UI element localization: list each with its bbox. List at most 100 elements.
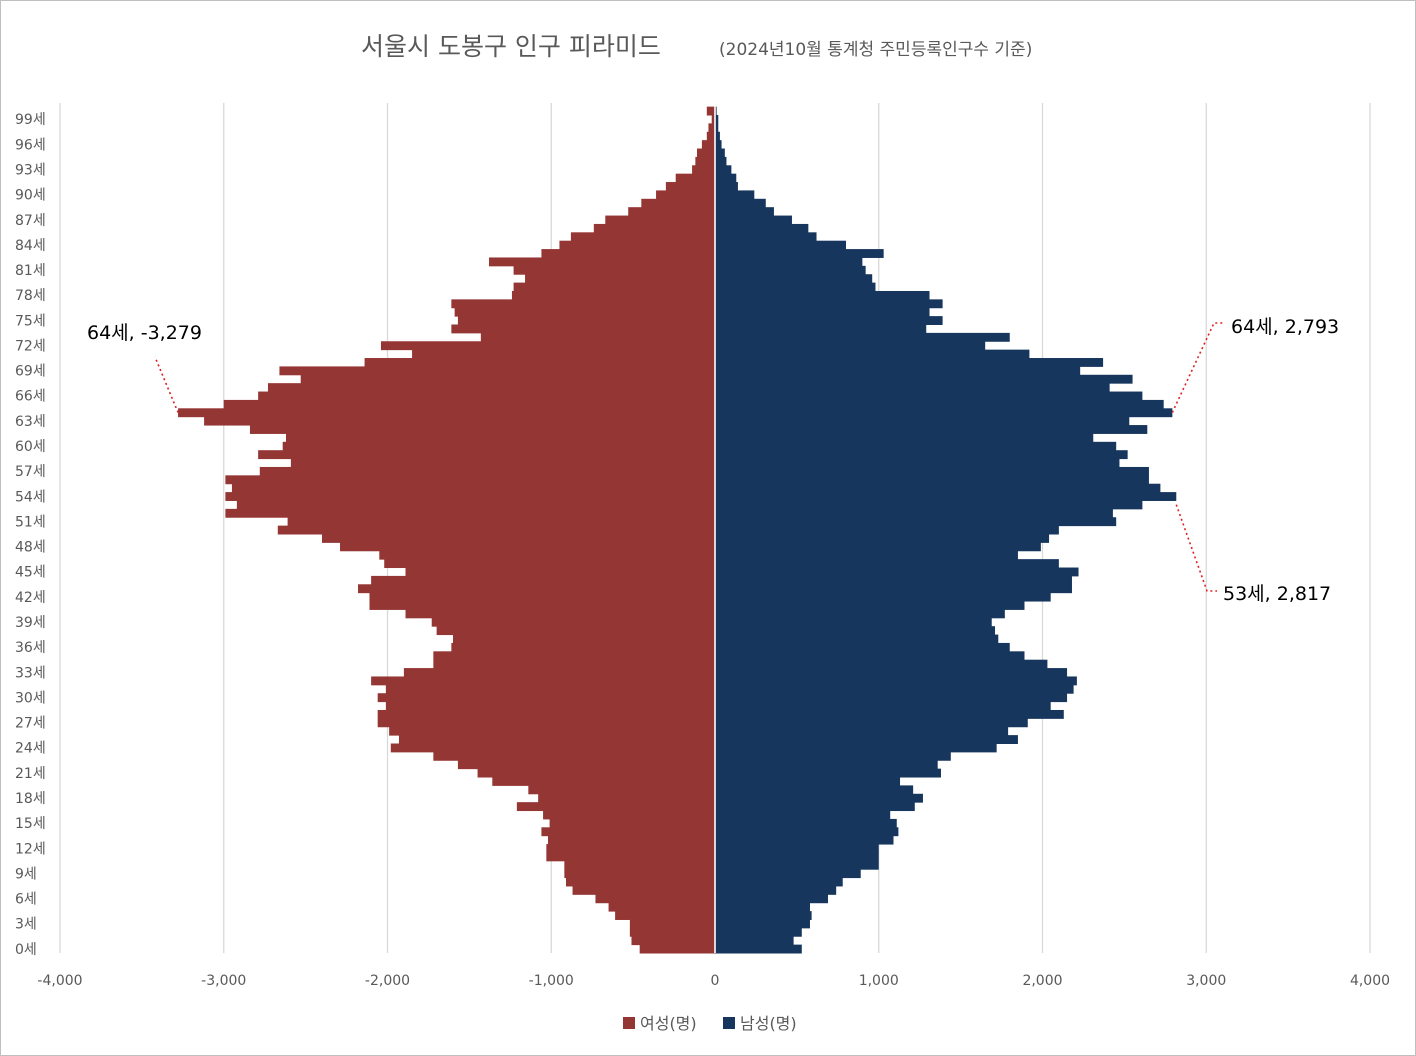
male-bar <box>715 115 719 124</box>
male-bar <box>715 198 766 208</box>
legend-swatch <box>623 1017 635 1029</box>
male-bar <box>715 793 923 803</box>
female-bar <box>433 659 715 669</box>
x-tick-label: 4,000 <box>1350 973 1390 989</box>
male-bar <box>715 525 1059 535</box>
female-bar <box>225 508 715 518</box>
y-tick-label: 45세 <box>15 565 46 581</box>
female-bar <box>433 651 715 661</box>
male-bar <box>715 148 725 158</box>
x-tick-label: -2,000 <box>365 973 410 989</box>
y-tick-label: 24세 <box>15 741 46 757</box>
female-bar <box>706 131 715 141</box>
male-bar <box>715 609 1005 619</box>
y-tick-label: 78세 <box>15 288 46 304</box>
male-bar <box>715 827 899 837</box>
female-bar <box>405 567 715 577</box>
male-bar <box>715 659 1048 669</box>
male-bar <box>715 156 727 166</box>
y-tick-label: 51세 <box>15 514 46 530</box>
female-bar <box>628 207 715 217</box>
male-bar <box>715 818 897 828</box>
female-bar <box>300 374 715 384</box>
y-tick-label: 12세 <box>15 841 46 857</box>
y-tick-label: 69세 <box>15 364 46 380</box>
male-bar <box>715 299 943 309</box>
female-bar <box>564 869 715 879</box>
female-bar <box>641 198 715 208</box>
male-bar <box>715 835 894 845</box>
male-bar <box>715 936 794 946</box>
male-bar <box>715 911 812 920</box>
female-bar <box>379 550 715 560</box>
male-bar <box>715 944 802 954</box>
female-bar <box>277 525 715 535</box>
female-bar <box>593 223 715 233</box>
female-bar <box>543 810 715 820</box>
male-bar <box>715 131 720 141</box>
male-bar <box>715 768 941 778</box>
female-bar <box>711 115 715 124</box>
male-bar <box>715 575 1072 585</box>
female-bar <box>656 190 715 200</box>
male-bar <box>715 316 943 325</box>
x-tick-label: 3,000 <box>1186 973 1226 989</box>
male-bar <box>715 550 1018 560</box>
female-bar <box>204 416 715 426</box>
male-bar <box>715 500 1143 510</box>
female-bar <box>572 885 715 895</box>
male-bar <box>715 760 938 770</box>
male-bar <box>715 383 1110 393</box>
male-bar <box>715 860 879 870</box>
male-bar <box>715 617 992 627</box>
male-bar <box>715 307 930 317</box>
female-bar <box>477 768 715 778</box>
male-bar <box>715 458 1120 468</box>
male-bar <box>715 265 866 275</box>
female-bar <box>706 106 715 116</box>
male-bar <box>715 718 1028 728</box>
female-bar <box>631 936 715 946</box>
y-tick-label: 9세 <box>15 866 37 882</box>
male-bar <box>715 106 717 116</box>
female-bar <box>371 676 715 686</box>
male-bar <box>715 693 1068 703</box>
female-bar <box>457 316 715 325</box>
y-tick-label: 36세 <box>15 640 46 656</box>
male-bar <box>715 425 1148 434</box>
annotation-leader-line <box>1171 322 1223 413</box>
female-bar <box>492 777 715 786</box>
male-bar <box>715 877 843 887</box>
y-tick-label: 96세 <box>15 137 46 153</box>
male-bar <box>715 777 901 786</box>
female-bar <box>528 785 715 795</box>
male-bar <box>715 123 719 133</box>
female-bar <box>454 307 715 317</box>
female-bar <box>629 919 715 929</box>
female-bar <box>511 290 715 300</box>
male-bar <box>715 492 1177 501</box>
male-bar <box>715 726 1009 736</box>
female-bar <box>385 701 715 711</box>
female-bar <box>290 458 715 468</box>
y-tick-label: 27세 <box>15 716 46 732</box>
female-bar <box>451 299 715 309</box>
male-bar <box>715 249 884 258</box>
female-bar <box>412 349 715 359</box>
male-bar <box>715 441 1117 451</box>
male-bar <box>715 852 879 862</box>
male-bar <box>715 634 999 644</box>
y-tick-label: 0세 <box>15 942 37 958</box>
male-bar <box>715 332 1010 342</box>
annotation-leader-line <box>154 356 179 413</box>
y-tick-label: 84세 <box>15 238 46 254</box>
y-tick-label: 99세 <box>15 112 46 128</box>
female-bar <box>708 123 715 133</box>
male-bar <box>715 626 996 636</box>
female-bar <box>358 584 715 594</box>
male-bar <box>715 290 930 300</box>
male-bar <box>715 542 1041 552</box>
female-bar <box>236 500 715 510</box>
y-tick-label: 63세 <box>15 414 46 430</box>
